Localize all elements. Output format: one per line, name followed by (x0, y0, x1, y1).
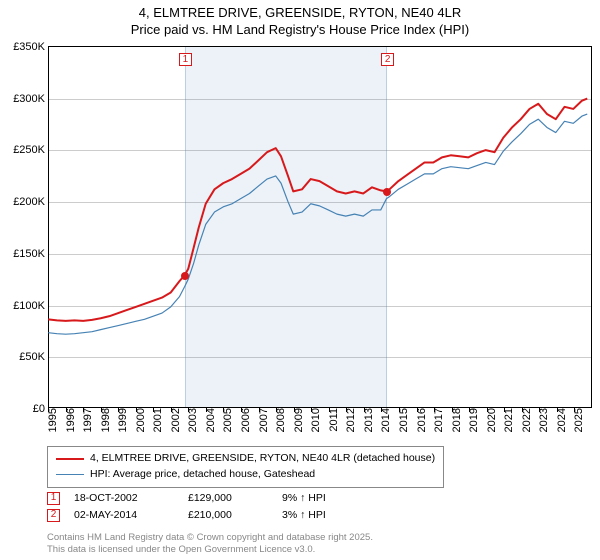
x-axis-label: 2006 (237, 408, 252, 432)
x-axis-label: 2014 (377, 408, 392, 432)
footer-attribution: Contains HM Land Registry data © Crown c… (47, 532, 373, 556)
y-axis-label: £150K (4, 248, 48, 260)
property-price-line (48, 99, 587, 321)
x-axis-label: 2002 (167, 408, 182, 432)
x-axis-label: 1996 (62, 408, 77, 432)
x-axis-label: 2008 (272, 408, 287, 432)
sale-date: 18-OCT-2002 (74, 490, 174, 507)
x-axis-label: 2024 (553, 408, 568, 432)
y-axis-label: £350K (4, 41, 48, 53)
x-axis-label: 2004 (202, 408, 217, 432)
x-axis-label: 2007 (255, 408, 270, 432)
chart-title: 4, ELMTREE DRIVE, GREENSIDE, RYTON, NE40… (0, 0, 600, 41)
sale-date: 02-MAY-2014 (74, 507, 174, 524)
x-axis-label: 1999 (114, 408, 129, 432)
chart-plot-area: £0£50K£100K£150K£200K£250K£300K£350K1995… (48, 46, 592, 408)
y-axis-label: £300K (4, 93, 48, 105)
y-axis-label: £0 (4, 403, 48, 415)
legend-swatch (56, 458, 84, 460)
x-axis-label: 1995 (44, 408, 59, 432)
footer-line-1: Contains HM Land Registry data © Crown c… (47, 532, 373, 544)
x-axis-label: 1997 (79, 408, 94, 432)
sale-price: £129,000 (188, 490, 268, 507)
y-axis-label: £50K (4, 351, 48, 363)
sale-hpi-diff: 9% ↑ HPI (282, 490, 362, 507)
footer-line-2: This data is licensed under the Open Gov… (47, 544, 373, 556)
sale-hpi-diff: 3% ↑ HPI (282, 507, 362, 524)
x-axis-label: 2016 (413, 408, 428, 432)
x-axis-label: 2000 (132, 408, 147, 432)
x-axis-label: 2011 (325, 408, 340, 432)
legend-label: HPI: Average price, detached house, Gate… (90, 467, 315, 483)
sale-row: 2 02-MAY-2014 £210,000 3% ↑ HPI (47, 507, 362, 524)
legend-label: 4, ELMTREE DRIVE, GREENSIDE, RYTON, NE40… (90, 451, 435, 467)
sale-point-dot (383, 188, 391, 196)
x-axis-label: 2001 (149, 408, 164, 432)
hpi-line (48, 114, 587, 334)
x-axis-label: 2003 (184, 408, 199, 432)
x-axis-label: 2010 (307, 408, 322, 432)
x-axis-label: 2013 (360, 408, 375, 432)
legend-box: 4, ELMTREE DRIVE, GREENSIDE, RYTON, NE40… (47, 446, 444, 488)
sale-row-marker: 1 (47, 492, 60, 505)
sales-table: 1 18-OCT-2002 £129,000 9% ↑ HPI 2 02-MAY-2014… (47, 490, 362, 524)
title-line-1: 4, ELMTREE DRIVE, GREENSIDE, RYTON, NE40… (0, 5, 600, 22)
x-axis-label: 2023 (535, 408, 550, 432)
legend-item: 4, ELMTREE DRIVE, GREENSIDE, RYTON, NE40… (56, 451, 435, 467)
sale-row-marker: 2 (47, 509, 60, 522)
legend-swatch (56, 474, 84, 475)
x-axis-label: 2009 (290, 408, 305, 432)
legend-item: HPI: Average price, detached house, Gate… (56, 467, 435, 483)
x-axis-label: 2020 (483, 408, 498, 432)
x-axis-label: 2019 (465, 408, 480, 432)
x-axis-label: 2025 (570, 408, 585, 432)
x-axis-label: 2005 (219, 408, 234, 432)
sale-price: £210,000 (188, 507, 268, 524)
x-axis-label: 2021 (500, 408, 515, 432)
sale-point-dot (181, 272, 189, 280)
sale-row: 1 18-OCT-2002 £129,000 9% ↑ HPI (47, 490, 362, 507)
x-axis-label: 2018 (448, 408, 463, 432)
x-axis-label: 2017 (430, 408, 445, 432)
sale-marker-1: 1 (179, 53, 192, 66)
chart-lines (48, 47, 591, 408)
x-axis-label: 2012 (342, 408, 357, 432)
y-axis-label: £100K (4, 300, 48, 312)
x-axis-label: 1998 (97, 408, 112, 432)
title-line-2: Price paid vs. HM Land Registry's House … (0, 22, 600, 39)
y-axis-label: £250K (4, 144, 48, 156)
sale-marker-2: 2 (381, 53, 394, 66)
x-axis-label: 2022 (518, 408, 533, 432)
x-axis-label: 2015 (395, 408, 410, 432)
y-axis-label: £200K (4, 196, 48, 208)
